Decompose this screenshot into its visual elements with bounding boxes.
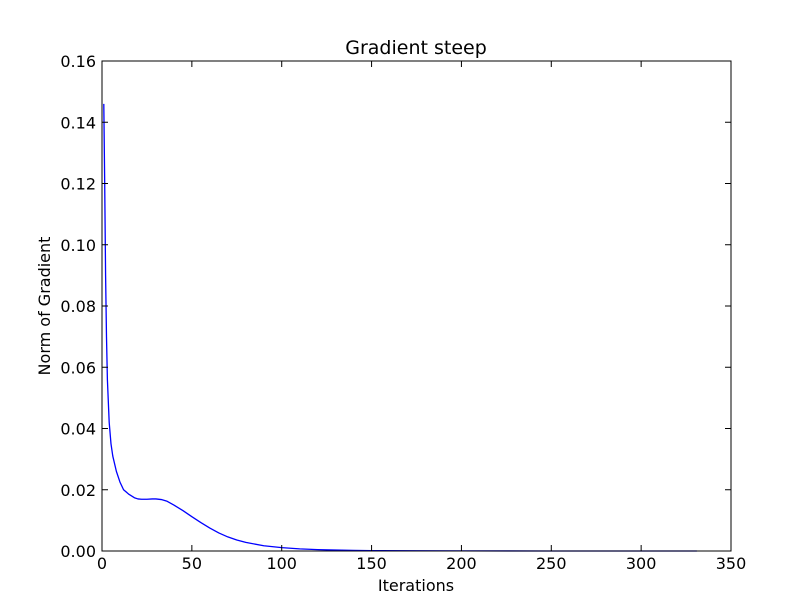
- y-tick-label: 0.16: [60, 52, 96, 71]
- y-tick-label: 0.08: [60, 297, 96, 316]
- x-tick-label: 50: [182, 554, 202, 573]
- y-tick-label: 0.12: [60, 175, 96, 194]
- series-line-0: [103, 103, 697, 552]
- x-tick-label: 200: [446, 554, 477, 573]
- y-tick-label: 0.14: [60, 113, 96, 132]
- x-tick-label: 100: [266, 554, 297, 573]
- y-tick-label: 0.06: [60, 358, 96, 377]
- x-tick-label: 350: [716, 554, 747, 573]
- y-axis-label: Norm of Gradient: [35, 237, 54, 376]
- x-axis-label: Iterations: [378, 576, 454, 595]
- y-tick-label: 0.04: [60, 420, 96, 439]
- x-tick-label: 150: [356, 554, 387, 573]
- x-tick-label: 300: [626, 554, 657, 573]
- plot-area: 0 50 100 150 200 250 300 350 0.00 0.02 0.04 0.06 0.0…: [60, 52, 746, 573]
- y-tick-label: 0.00: [60, 542, 96, 561]
- x-tick-label: 0: [97, 554, 107, 573]
- y-tick-label: 0.10: [60, 236, 96, 255]
- x-tick-label: 250: [536, 554, 567, 573]
- y-tick-label: 0.02: [60, 481, 96, 500]
- chart-title: Gradient steep: [345, 37, 487, 59]
